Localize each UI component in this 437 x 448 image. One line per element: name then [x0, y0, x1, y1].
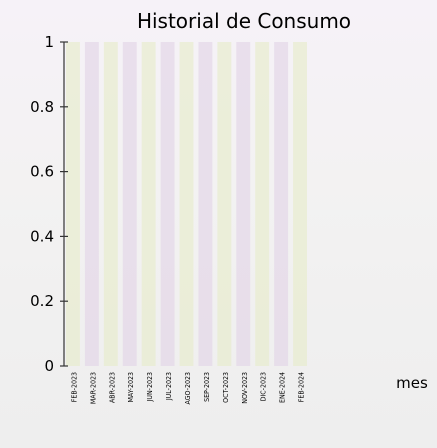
x-tick-label: ENE-2024 [279, 372, 287, 403]
x-axis-label: mes [396, 374, 428, 392]
x-tick-label: DIC-2023 [260, 372, 268, 401]
y-tick-label: 0.2 [30, 292, 54, 310]
x-tick-label: AGO-2023 [184, 372, 192, 405]
background-stripe [198, 42, 213, 366]
y-axis: 0 0.2 0.4 0.6 0.8 1 [30, 33, 68, 375]
x-tick-label: MAY-2023 [127, 372, 135, 403]
x-tick-label: NOV-2023 [241, 372, 249, 404]
background-stripe [122, 42, 137, 366]
x-tick-label: ABR-2023 [108, 372, 116, 403]
background-stripe [66, 42, 80, 366]
y-tick-label: 1 [44, 33, 54, 51]
background-stripe [160, 42, 175, 366]
chart-title: Historial de Consumo [137, 9, 351, 33]
background-stripe [274, 42, 289, 366]
y-tick-label: 0.6 [30, 163, 54, 181]
background-stripe [141, 42, 156, 366]
background-stripes [66, 42, 307, 366]
x-tick-label: JUN-2023 [146, 372, 154, 402]
x-axis: FEB-2023 MAR-2023 ABR-2023 MAY-2023 JUN-2023… [70, 372, 305, 405]
background-stripe [236, 42, 251, 366]
y-tick-label: 0 [44, 357, 54, 375]
x-tick-label: MAR-2023 [89, 372, 97, 404]
background-stripe [293, 42, 307, 366]
x-tick-label: FEB-2024 [298, 372, 306, 402]
background-stripe [179, 42, 194, 366]
x-tick-label: FEB-2023 [70, 372, 78, 402]
x-tick-label: SEP-2023 [203, 372, 211, 402]
background-stripe [255, 42, 270, 366]
background-stripe [84, 42, 99, 366]
background-stripe [103, 42, 118, 366]
background-stripe [217, 42, 232, 366]
x-tick-label: OCT-2023 [222, 372, 230, 403]
y-tick-label: 0.8 [30, 98, 54, 116]
x-tick-label: JUL-2023 [165, 372, 173, 401]
y-tick-label: 0.4 [30, 227, 54, 245]
